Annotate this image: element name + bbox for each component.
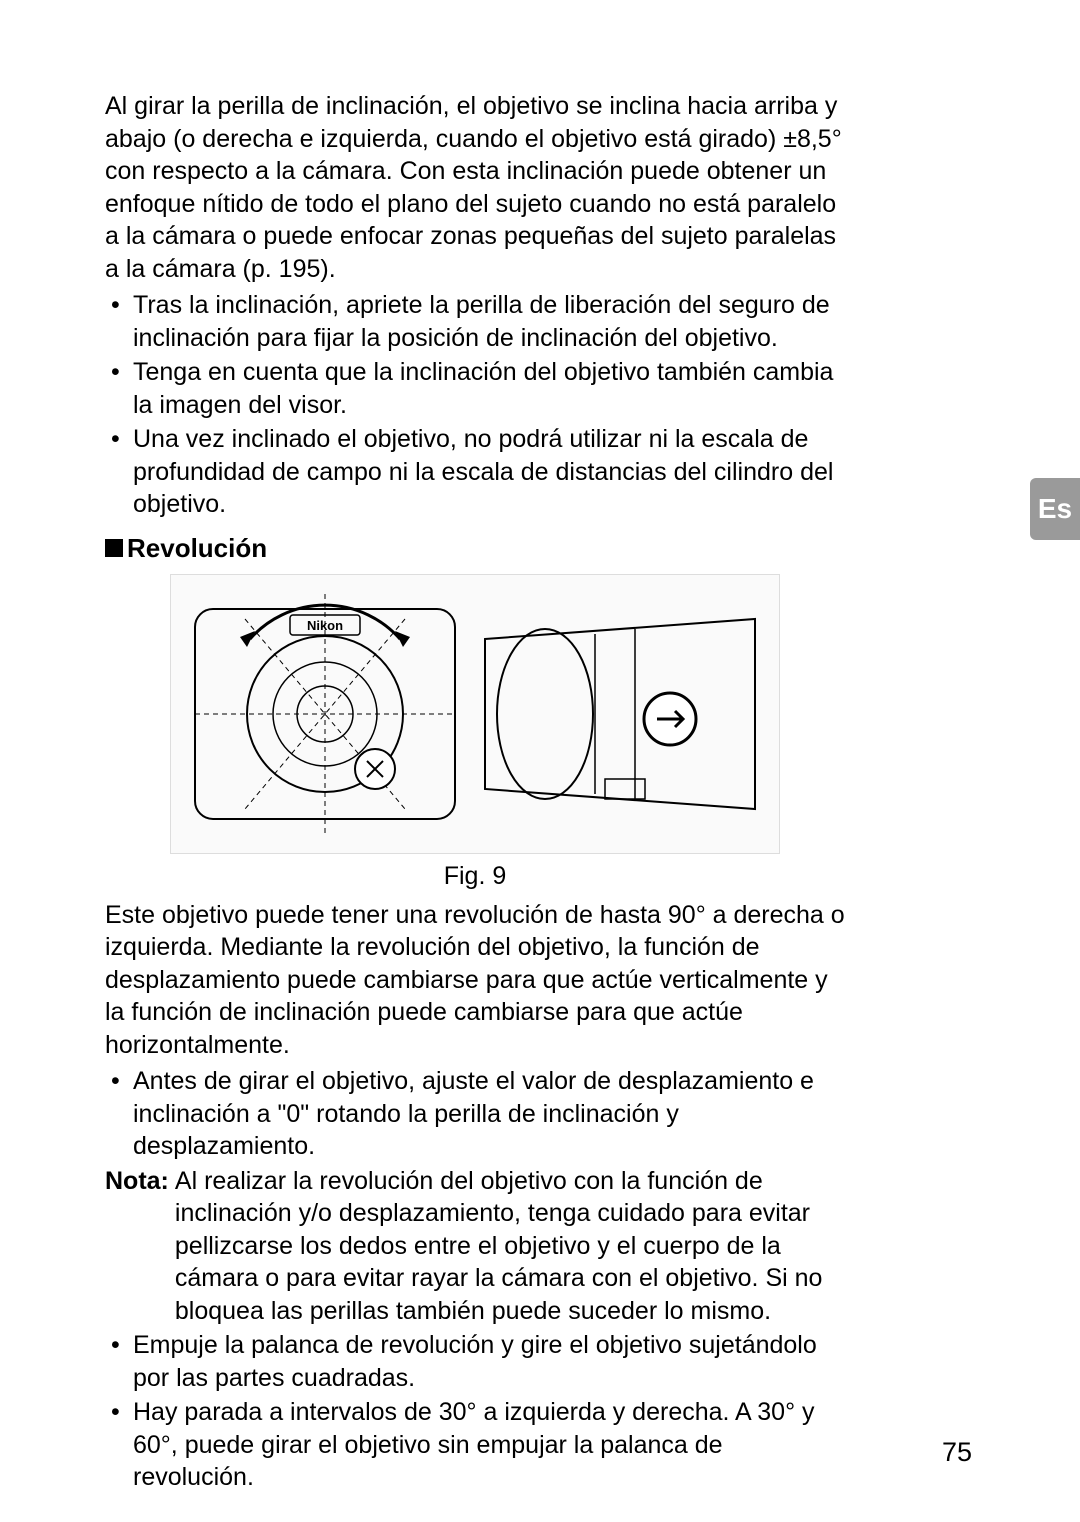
list-item: Tras la inclinación, apriete la perilla …: [105, 289, 845, 354]
figure-image: Nikon: [170, 574, 780, 854]
language-tab: Es: [1030, 478, 1080, 540]
list-item: Tenga en cuenta que la inclinación del o…: [105, 356, 845, 421]
list-item: Hay parada a intervalos de 30° a izquier…: [105, 1396, 845, 1494]
figure-block: Nikon Fig. 9: [105, 574, 845, 891]
intro-paragraph: Al girar la perilla de inclinación, el o…: [105, 90, 845, 285]
page-number: 75: [942, 1437, 972, 1468]
list-item: Empuje la palanca de revolución y gire e…: [105, 1329, 845, 1394]
revolution-bullet-list-2: Empuje la palanca de revolución y gire e…: [105, 1329, 845, 1494]
revolution-paragraph: Este objetivo puede tener una revolución…: [105, 899, 845, 1062]
square-bullet-icon: [105, 539, 123, 557]
list-item: Una vez inclinado el objetivo, no podrá …: [105, 423, 845, 521]
section-heading: Revolución: [127, 533, 267, 564]
section-heading-row: Revolución: [105, 533, 845, 564]
revolution-bullet-list-1: Antes de girar el objetivo, ajuste el va…: [105, 1065, 845, 1163]
figure-caption: Fig. 9: [105, 862, 845, 891]
note-body: Al realizar la revolución del objetivo c…: [175, 1165, 845, 1328]
note-label: Nota:: [105, 1165, 175, 1328]
list-item: Antes de girar el objetivo, ajuste el va…: [105, 1065, 845, 1163]
note-block: Nota: Al realizar la revolución del obje…: [105, 1165, 845, 1328]
intro-bullet-list: Tras la inclinación, apriete la perilla …: [105, 289, 845, 521]
